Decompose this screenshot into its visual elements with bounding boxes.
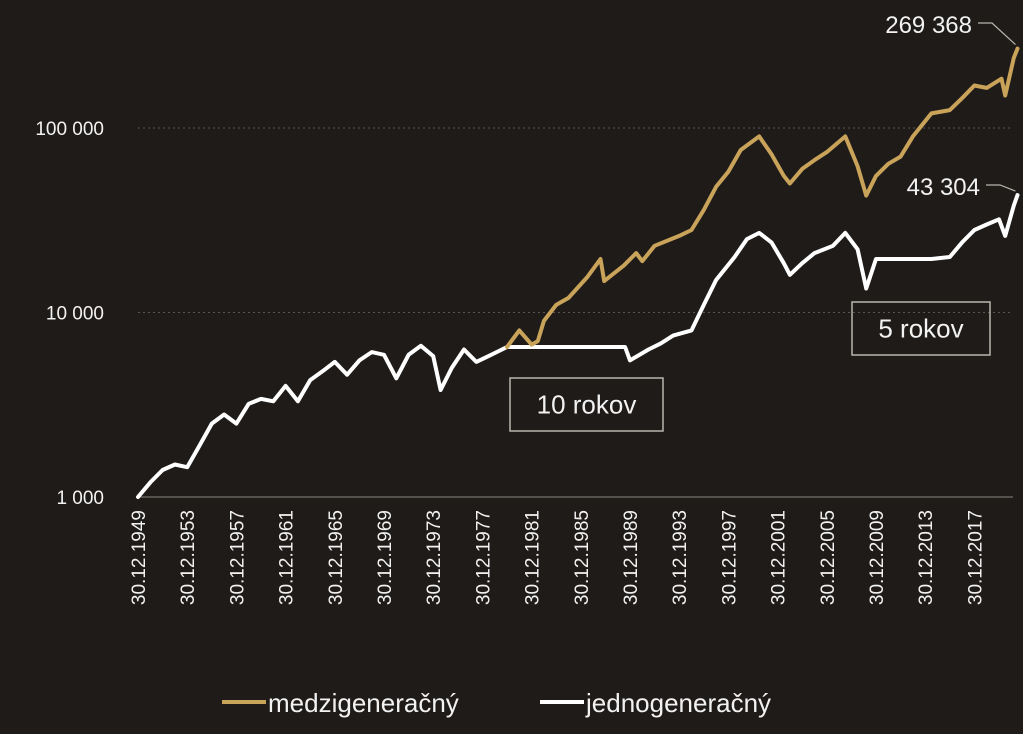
annotations: 10 rokov 5 rokov — [509, 301, 991, 432]
annotation-text: 5 rokov — [878, 314, 963, 344]
legend: medzigeneračný jednogeneračný — [222, 688, 771, 718]
grid — [138, 127, 1013, 313]
x-tick-label: 30.12.1961 — [277, 510, 298, 605]
y-axis: 1 000 10 000 100 000 — [35, 119, 104, 509]
x-tick-label: 30.12.1949 — [129, 510, 150, 605]
x-tick-label: 30.12.1985 — [572, 510, 593, 605]
x-tick-label: 30.12.1953 — [178, 510, 199, 605]
series-line-1 — [136, 193, 1020, 499]
end-label-leader — [986, 184, 1016, 192]
end-value-label: 43 304 — [907, 174, 980, 201]
x-tick-label: 30.12.1973 — [424, 510, 445, 605]
series-lines — [136, 46, 1020, 499]
legend-label-1: jednogeneračný — [585, 688, 771, 718]
x-tick-label: 30.12.1969 — [375, 510, 396, 605]
end-labels: 269 368 43 304 — [885, 12, 1016, 201]
annotation-box — [509, 377, 664, 432]
x-tick-label: 30.12.2013 — [916, 510, 937, 605]
x-tick-label: 30.12.1989 — [621, 510, 642, 605]
x-axis: 30.12.1949 30.12.1953 30.12.1957 30.12.1961… — [129, 496, 1013, 605]
x-tick-label: 30.12.1993 — [670, 510, 691, 605]
x-tick-label: 30.12.1981 — [523, 510, 544, 605]
end-label-leader — [978, 22, 1016, 46]
x-tick-label: 30.12.1957 — [227, 510, 248, 605]
x-tick-label: 30.12.1965 — [326, 510, 347, 605]
x-tick-label: 30.12.1997 — [719, 510, 740, 605]
legend-label-0: medzigeneračný — [268, 688, 459, 718]
y-tick-label: 10 000 — [46, 304, 104, 325]
x-tick-label: 30.12.1977 — [473, 510, 494, 605]
annotation-text: 10 rokov — [537, 390, 637, 420]
y-tick-label: 1 000 — [56, 488, 104, 509]
x-tick-label: 30.12.2001 — [769, 510, 790, 605]
y-tick-label: 100 000 — [35, 119, 104, 140]
series-line-0 — [505, 46, 1020, 349]
x-tick-label: 30.12.2017 — [965, 510, 986, 605]
x-tick-label: 30.12.2005 — [818, 510, 839, 605]
annotation-box — [851, 301, 991, 356]
end-value-label: 269 368 — [885, 12, 972, 39]
x-tick-label: 30.12.2009 — [867, 510, 888, 605]
